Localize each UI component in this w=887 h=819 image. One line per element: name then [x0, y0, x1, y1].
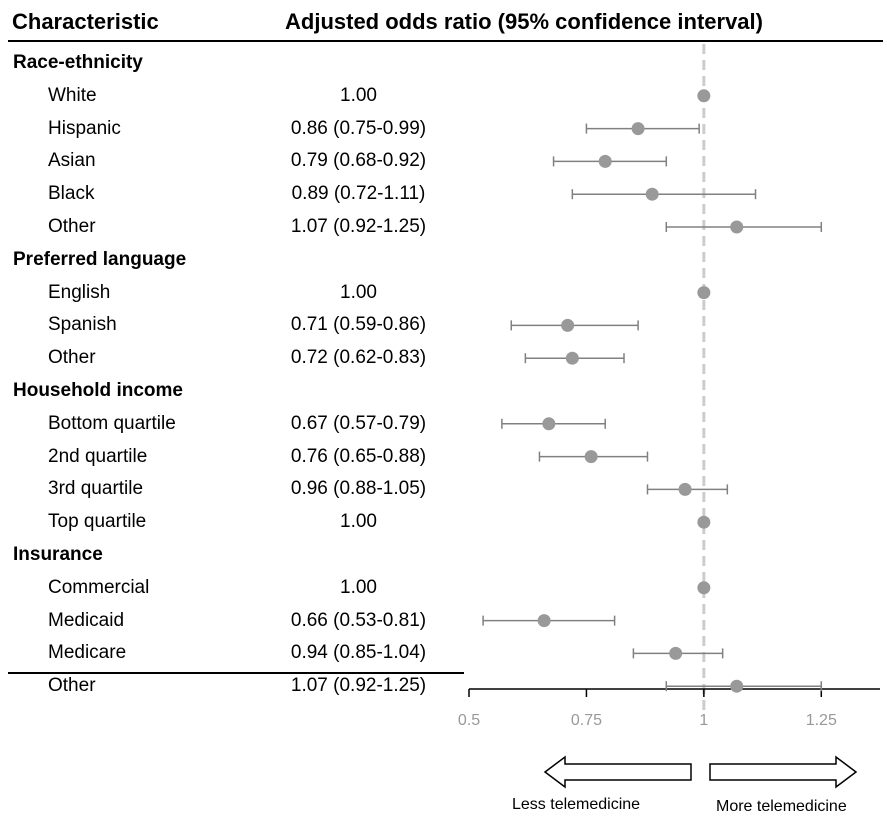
point-estimate — [669, 646, 683, 660]
odds-ratio-text: 1.00 — [340, 511, 377, 533]
row-label: Asian — [48, 150, 96, 172]
odds-ratio-text: 0.72 (0.62-0.83) — [290, 347, 427, 369]
row-label: English — [48, 281, 111, 303]
point-estimate — [631, 122, 645, 136]
header-rule — [8, 40, 883, 42]
row-label: 2nd quartile — [48, 445, 148, 467]
row-label: White — [48, 84, 97, 106]
point-estimate — [697, 581, 711, 595]
point-estimate — [697, 89, 711, 103]
point-estimate — [678, 482, 692, 496]
row-label: Bottom quartile — [48, 412, 176, 434]
x-tick-label: 1.25 — [806, 712, 837, 729]
odds-ratio-text: 1.00 — [340, 576, 377, 598]
row-label: Spanish — [48, 314, 117, 336]
row-label: Hispanic — [48, 117, 121, 139]
x-tick-label: 0.75 — [571, 712, 602, 729]
row-label: Other — [48, 675, 96, 697]
point-estimate — [537, 614, 551, 628]
odds-ratio-text: 0.67 (0.57-0.79) — [290, 412, 427, 434]
point-estimate — [598, 154, 612, 168]
category-label: Preferred language — [13, 248, 187, 270]
point-estimate — [561, 318, 575, 332]
column-header-characteristic: Characteristic — [12, 9, 159, 34]
row-label: Other — [48, 216, 96, 237]
more-telemedicine-arrow — [709, 755, 858, 789]
point-estimate — [645, 187, 659, 201]
category-label: Race-ethnicity — [13, 52, 143, 73]
odds-ratio-text: 0.66 (0.53-0.81) — [290, 609, 427, 631]
odds-ratio-text: 0.76 (0.65-0.88) — [290, 445, 427, 467]
point-estimate — [565, 351, 579, 365]
point-estimate — [584, 450, 598, 464]
odds-ratio-text: 0.96 (0.88-1.05) — [290, 478, 427, 500]
row-label: Black — [48, 183, 95, 205]
odds-ratio-text: 0.89 (0.72-1.11) — [291, 183, 426, 205]
odds-ratio-text: 0.79 (0.68-0.92) — [290, 150, 427, 172]
point-estimate — [697, 286, 711, 300]
point-estimate — [730, 679, 744, 693]
category-label: Household income — [13, 380, 183, 401]
more-telemedicine-label: More telemedicine — [716, 798, 847, 815]
row-label: Top quartile — [48, 511, 147, 533]
less-telemedicine-label: Less telemedicine — [512, 796, 641, 813]
odds-ratio-text: 1.07 (0.92-1.25) — [290, 216, 427, 237]
row-label: Medicaid — [48, 609, 125, 631]
column-header-odds-ratio: Adjusted odds ratio (95% confidence inte… — [285, 9, 763, 34]
category-label: Insurance — [13, 544, 103, 565]
odds-ratio-text: 0.94 (0.85-1.04) — [290, 642, 427, 664]
row-label: Other — [48, 347, 96, 369]
odds-ratio-text: 0.86 (0.75-0.99) — [290, 117, 427, 139]
point-estimate — [697, 515, 711, 529]
row-label: 3rd quartile — [48, 478, 144, 500]
x-tick-label: 1 — [699, 712, 708, 729]
x-tick-label: 0.5 — [458, 712, 480, 729]
odds-ratio-text: 1.00 — [340, 84, 377, 106]
less-telemedicine-arrow — [543, 755, 692, 789]
row-label: Medicare — [48, 642, 127, 664]
table-bottom-rule — [8, 672, 464, 674]
point-estimate — [730, 220, 744, 234]
odds-ratio-text: 1.07 (0.92-1.25) — [290, 675, 427, 697]
odds-ratio-text: 0.71 (0.59-0.86) — [290, 314, 427, 336]
row-label: Commercial — [48, 576, 150, 598]
point-estimate — [542, 417, 556, 431]
odds-ratio-text: 1.00 — [340, 281, 377, 303]
